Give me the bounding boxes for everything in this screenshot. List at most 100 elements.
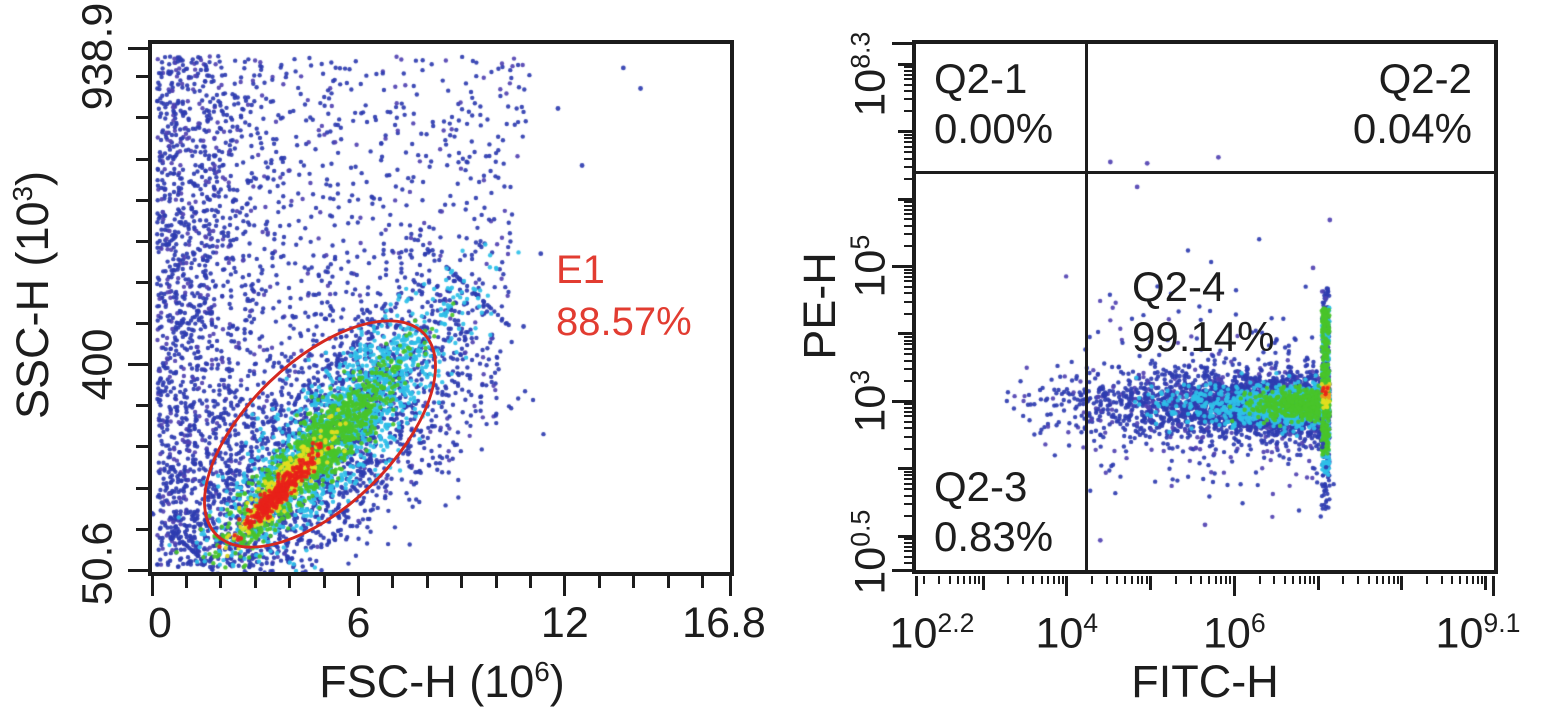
x-axis-tick-label: 104	[1035, 608, 1099, 658]
quadrant-label-q2-2: Q2-2 0.04%	[1353, 54, 1472, 154]
y-axis-tick	[904, 272, 912, 275]
x-axis-tick	[1367, 576, 1370, 584]
quadrant-percent: 0.04%	[1352, 105, 1472, 152]
x-axis-tick	[1229, 576, 1232, 584]
y-axis-tick	[136, 157, 148, 161]
quadrant-horizontal-gate-line[interactable]	[916, 171, 1494, 174]
fsc-ssc-scatter-canvas	[152, 44, 730, 572]
y-axis-tick	[904, 415, 912, 418]
x-axis-tick	[1258, 576, 1261, 584]
x-axis-tick-label: 0	[148, 599, 172, 647]
e1-gate-label: E1 88.57%	[556, 244, 692, 348]
x-axis-tick	[981, 576, 985, 590]
y-axis-tick	[904, 538, 912, 541]
gate-percent: 88.57%	[556, 300, 692, 344]
x-axis-tick	[1040, 576, 1043, 584]
x-axis-tick-label: 12	[540, 599, 589, 647]
x-axis-tick	[1304, 576, 1307, 584]
x-axis-tick	[1116, 576, 1119, 584]
x-axis-tick	[1316, 576, 1320, 590]
quadrant-name: Q2-3	[934, 463, 1028, 510]
y-axis-tick	[904, 285, 912, 288]
x-axis-tick	[219, 576, 223, 588]
y-axis-tick	[904, 482, 912, 485]
y-axis-tick	[892, 265, 912, 269]
x-axis-tick	[1214, 576, 1217, 584]
y-axis-tick	[892, 568, 912, 572]
x-axis-tick	[1208, 576, 1211, 584]
y-axis-tick	[904, 541, 912, 544]
y-axis-title-text: PE-H	[794, 252, 846, 360]
y-axis-tick	[904, 406, 912, 409]
x-axis-tick	[1459, 576, 1462, 584]
y-axis-tick	[128, 46, 148, 50]
y-axis-tick	[904, 73, 912, 76]
x-axis-tick	[923, 576, 926, 584]
y-axis-tick	[904, 98, 912, 101]
x-axis-tick	[1174, 576, 1177, 584]
y-axis-tick	[898, 197, 912, 201]
y-axis-tick	[892, 399, 912, 403]
y-axis-tick	[904, 514, 912, 517]
y-axis-tick	[904, 83, 912, 86]
y-axis-tick	[904, 300, 912, 303]
x-axis-tick	[728, 576, 732, 596]
x-axis-tick	[1141, 576, 1144, 584]
x-axis-tick	[1232, 576, 1236, 596]
y-axis-tick	[904, 110, 912, 113]
x-axis-title-suffix: )	[549, 656, 565, 707]
x-axis-tick	[1065, 576, 1069, 596]
y-axis-tick	[904, 435, 912, 438]
y-axis-tick	[904, 275, 912, 278]
quadrant-percent: 99.14%	[1132, 313, 1275, 360]
y-axis-tick	[904, 233, 912, 236]
x-axis-tick	[1387, 576, 1390, 584]
y-axis-tick	[898, 534, 912, 538]
y-axis-tick	[904, 312, 912, 315]
x-axis-tick	[1397, 576, 1400, 584]
y-axis-tick	[904, 343, 912, 346]
x-axis-tick	[1440, 576, 1443, 584]
y-axis-tick	[128, 363, 148, 367]
x-axis-tick	[1426, 576, 1429, 584]
x-axis-tick	[288, 576, 292, 588]
quadrant-name: Q2-4	[1132, 263, 1226, 310]
x-axis-tick	[1090, 576, 1093, 584]
y-axis-tick	[904, 150, 912, 153]
x-axis-tick	[184, 576, 188, 588]
x-axis-tick-label: 6	[346, 599, 371, 647]
x-axis-tick-label: 102.2	[889, 608, 975, 658]
y-axis-tick	[904, 245, 912, 248]
x-axis-tick	[956, 576, 959, 584]
x-axis-tick	[1136, 576, 1139, 584]
quadrant-label-q2-1: Q2-1 0.00%	[934, 54, 1053, 154]
y-axis-tick	[904, 213, 912, 216]
x-axis-tick	[1273, 576, 1276, 584]
y-axis-tick	[904, 474, 912, 477]
x-axis-tick	[1283, 576, 1286, 584]
quadrant-vertical-gate-line[interactable]	[1085, 44, 1088, 570]
x-axis-tick	[700, 576, 704, 588]
x-axis-tick	[948, 576, 951, 584]
quadrant-percent: 0.83%	[934, 513, 1054, 560]
quadrant-name: Q2-1	[934, 55, 1028, 102]
x-axis-tick	[1357, 576, 1360, 584]
y-axis-tick-label: 108.3	[844, 31, 895, 117]
x-axis-tick	[1382, 576, 1385, 584]
y-axis-tick	[892, 42, 912, 46]
x-axis-title-text: FSC-H (10	[319, 656, 535, 707]
y-axis-tick	[136, 486, 148, 490]
x-axis-tick	[1466, 576, 1469, 584]
y-axis-tick	[136, 322, 148, 326]
x-axis-title-fitc: FITC-H	[1131, 656, 1278, 708]
x-axis-tick	[1199, 576, 1202, 584]
y-axis-tick	[904, 268, 912, 271]
x-axis-tick	[1061, 576, 1064, 584]
y-axis-tick	[904, 204, 912, 207]
y-axis-tick	[904, 562, 912, 565]
x-axis-tick	[963, 576, 966, 584]
y-axis-tick	[904, 380, 912, 383]
y-axis-tick	[898, 130, 912, 134]
y-axis-tick	[136, 116, 148, 120]
